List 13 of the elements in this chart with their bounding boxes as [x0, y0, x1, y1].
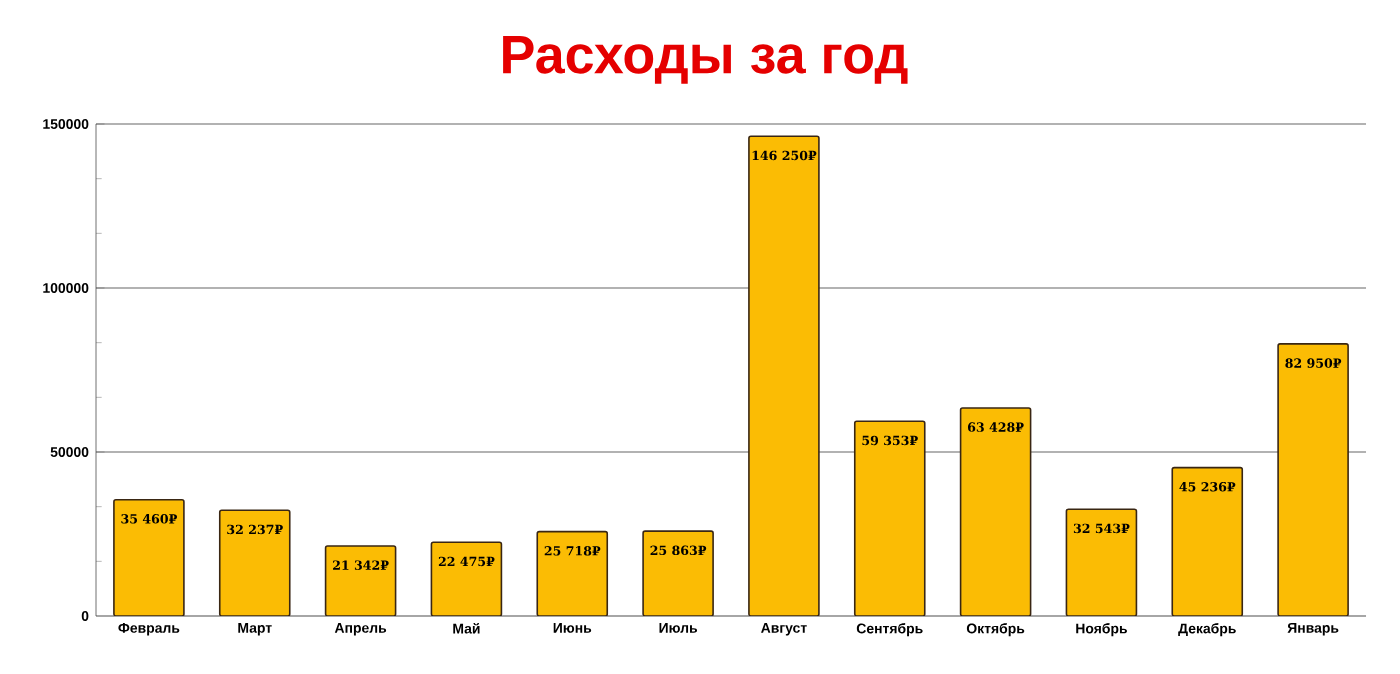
bar [1277, 343, 1349, 616]
bar [218, 509, 291, 616]
bar [536, 530, 609, 616]
bar [324, 545, 397, 616]
bar [748, 135, 820, 616]
bar [430, 541, 503, 616]
bar [642, 530, 714, 616]
bar [113, 498, 185, 616]
bar [1065, 508, 1138, 616]
bar [1171, 466, 1244, 616]
bar [959, 407, 1032, 616]
chart-title: Расходы за год [503, 36, 908, 84]
bar [853, 420, 926, 616]
